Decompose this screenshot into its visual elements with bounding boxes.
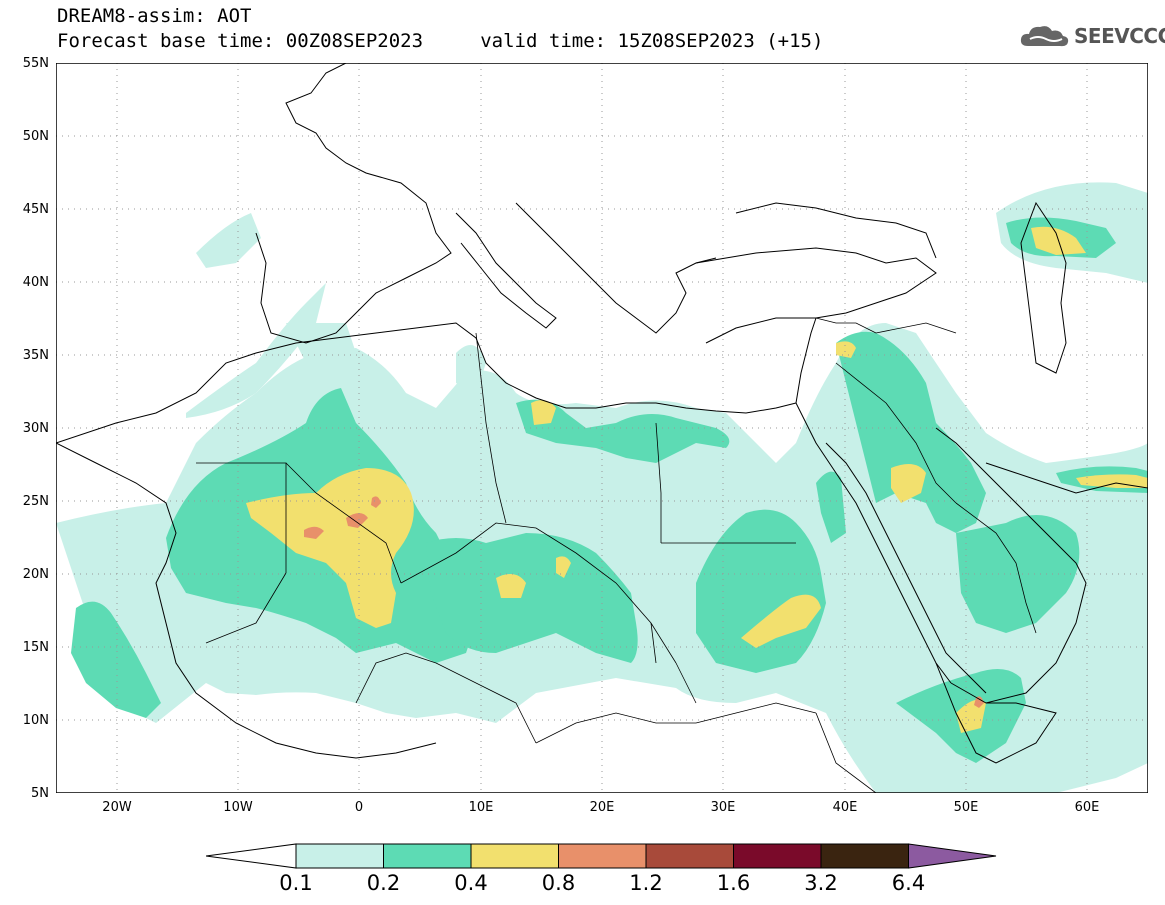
colorbar-segment-over: [908, 843, 997, 869]
aot-colorbar: [206, 843, 997, 869]
lat-label-35n: 35N: [22, 348, 49, 363]
lon-label-10w: 10W: [223, 800, 253, 815]
lat-label-55n: 55N: [22, 56, 49, 71]
lon-label-20w: 20W: [102, 800, 132, 815]
title-times: Forecast base time: 00Z08SEP2023 valid t…: [57, 30, 824, 52]
lon-label-10e: 10E: [468, 800, 494, 815]
lon-label-20e: 20E: [589, 800, 615, 815]
lat-label-30n: 30N: [22, 421, 49, 436]
lat-label-5n: 5N: [31, 786, 49, 801]
map-title: DREAM8-assim: AOT Forecast base time: 00…: [57, 4, 823, 54]
colorbar-segment-1.2: [645, 843, 734, 869]
lat-label-25n: 25N: [22, 494, 49, 509]
colorbar-label-3.2: 3.2: [804, 871, 838, 895]
aot-map: [56, 63, 1148, 793]
colorbar-segment-0.4: [470, 843, 559, 869]
colorbar-segment-1.6: [733, 843, 822, 869]
lat-label-45n: 45N: [22, 202, 49, 217]
colorbar-segment-0.8: [558, 843, 647, 869]
colorbar-label-0.8: 0.8: [541, 871, 576, 895]
colorbar-label-1.6: 1.6: [716, 871, 751, 895]
colorbar-segment-under: [206, 843, 297, 869]
coastlines: [56, 63, 1148, 764]
aot-level-0.8: [304, 496, 984, 708]
lon-label-30e: 30E: [710, 800, 736, 815]
title-model-variable: DREAM8-assim: AOT: [57, 5, 252, 27]
lat-label-40n: 40N: [22, 275, 49, 290]
lat-label-50n: 50N: [22, 129, 49, 144]
colorbar-label-0.4: 0.4: [454, 871, 488, 895]
lat-label-20n: 20N: [22, 567, 49, 582]
colorbar-segment-3.2: [820, 843, 909, 869]
colorbar-label-0.1: 0.1: [279, 871, 313, 895]
seevccc-logo: SEEVCCC: [1018, 22, 1165, 50]
lon-label-40e: 40E: [832, 800, 858, 815]
lon-label-50e: 50E: [953, 800, 979, 815]
colorbar-segment-0.1: [295, 843, 384, 869]
borders: [196, 317, 1037, 793]
cloud-icon: [1020, 26, 1069, 47]
lon-label-60e: 60E: [1074, 800, 1100, 815]
colorbar-label-0.2: 0.2: [366, 871, 401, 895]
graticule: [56, 63, 1148, 793]
lat-label-10n: 10N: [22, 713, 49, 728]
lat-label-15n: 15N: [22, 640, 49, 655]
logo-text: SEEVCCC: [1074, 24, 1165, 48]
colorbar-label-6.4: 6.4: [891, 871, 926, 895]
colorbar-label-1.2: 1.2: [629, 871, 663, 895]
colorbar-segment-0.2: [383, 843, 472, 869]
lon-label-0: 0: [354, 800, 364, 815]
